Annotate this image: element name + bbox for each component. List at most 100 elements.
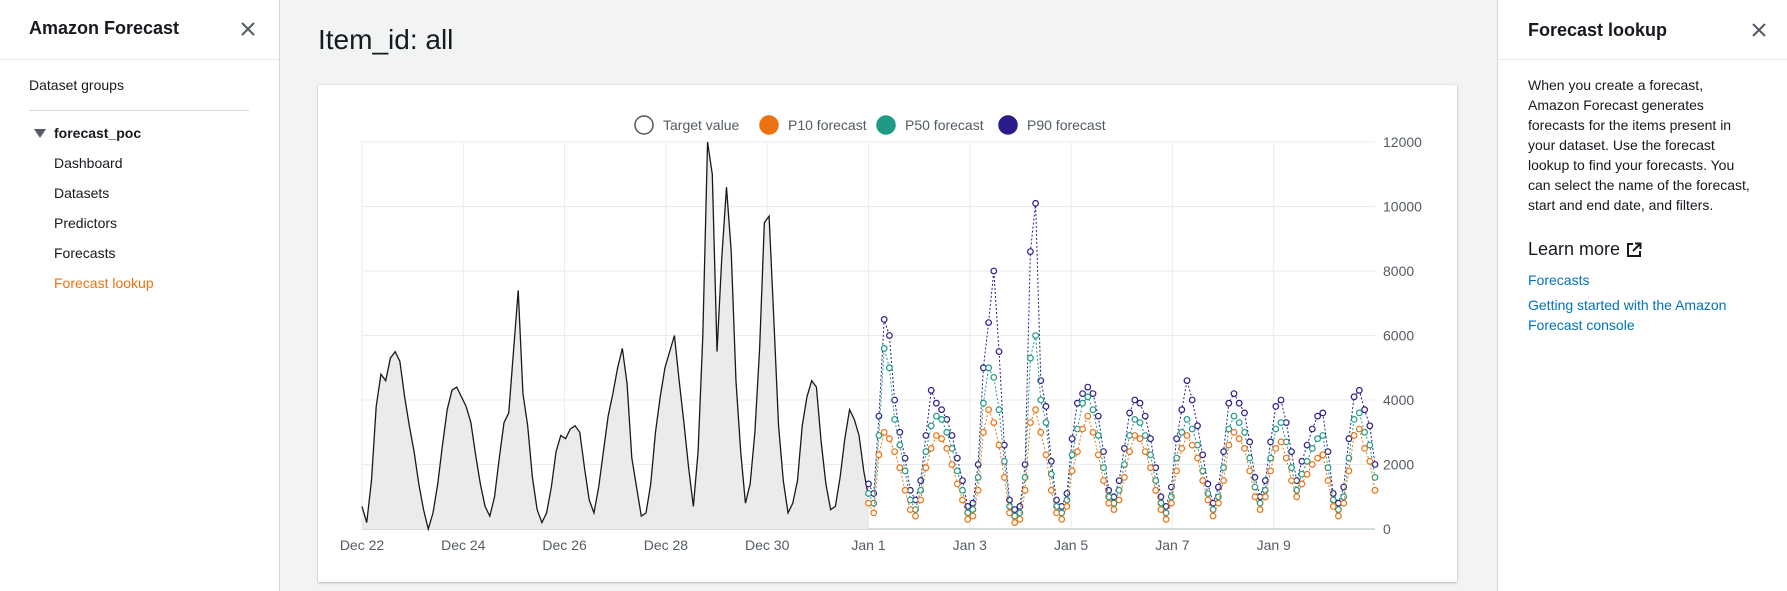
- forecast-point: [959, 486, 966, 494]
- forecast-point: [922, 464, 930, 472]
- forecast-point: [865, 480, 872, 488]
- help-panel-header: Forecast lookup: [1498, 0, 1787, 60]
- forecast-point: [1016, 509, 1024, 517]
- forecast-point: [906, 506, 914, 514]
- forecast-point: [1027, 248, 1034, 256]
- forecast-point: [969, 499, 977, 507]
- forecast-point: [1079, 390, 1086, 398]
- forecast-point: [865, 490, 872, 497]
- forecast-point: [1303, 457, 1311, 465]
- forecast-point: [1173, 467, 1180, 475]
- forecast-point: [1345, 467, 1353, 475]
- forecast-point: [1173, 454, 1180, 462]
- forecast-point: [1126, 409, 1133, 417]
- forecast-point: [891, 448, 898, 456]
- forecast-point: [1314, 454, 1321, 462]
- forecast-point: [1361, 406, 1368, 414]
- forecast-point: [1100, 477, 1107, 485]
- forecast-point: [980, 399, 987, 407]
- nav-item-forecast-lookup[interactable]: Forecast lookup: [54, 275, 154, 291]
- forecast-point: [1215, 493, 1222, 501]
- forecast-point: [901, 486, 909, 494]
- forecast-point: [1183, 377, 1191, 385]
- nav-item-datasets[interactable]: Datasets: [54, 185, 110, 201]
- help-text-line: start and end date, and filters.: [1528, 197, 1714, 213]
- forecast-point: [1032, 406, 1039, 414]
- link-text: Forecast console: [1528, 317, 1635, 333]
- forecast-point: [875, 451, 883, 459]
- forecast-point: [1016, 515, 1024, 523]
- forecast-point: [1006, 509, 1013, 517]
- forecast-point: [1371, 486, 1379, 494]
- forecast-point: [959, 477, 966, 485]
- forecast-point: [1089, 406, 1097, 414]
- forecast-point: [1037, 428, 1045, 436]
- x-tick-label: Jan 9: [1257, 537, 1291, 553]
- forecast-point: [1277, 419, 1285, 427]
- forecast-point: [1152, 486, 1160, 494]
- forecast-point: [886, 435, 893, 443]
- forecast-point: [1209, 512, 1217, 520]
- y-tick-label: 6000: [1383, 328, 1414, 344]
- close-left-nav-button[interactable]: [237, 18, 259, 40]
- link-getting-started[interactable]: Getting started with the Amazon Forecast…: [1528, 295, 1768, 335]
- forecast-point: [901, 467, 909, 475]
- forecast-point: [1277, 438, 1285, 446]
- forecast-point: [917, 496, 925, 504]
- help-panel-description: When you create a forecast, Amazon Forec…: [1528, 75, 1768, 215]
- forecast-point: [1350, 393, 1358, 401]
- forecast-point: [1199, 467, 1207, 475]
- forecast-point: [927, 445, 935, 452]
- forecast-point: [1126, 448, 1133, 456]
- forecast-point: [880, 428, 888, 436]
- forecast-point: [1047, 486, 1055, 494]
- help-text-line: Amazon Forecast generates: [1528, 97, 1704, 113]
- forecast-point: [1115, 496, 1123, 504]
- forecast-point: [1121, 474, 1128, 481]
- y-tick-label: 2000: [1383, 457, 1414, 473]
- close-help-panel-button[interactable]: [1748, 19, 1770, 41]
- forecast-point: [1293, 493, 1301, 501]
- link-forecasts[interactable]: Forecasts: [1528, 270, 1768, 290]
- forecast-point: [1340, 499, 1348, 507]
- forecast-point: [1366, 422, 1374, 430]
- forecast-point: [1183, 416, 1191, 423]
- left-navigation: Amazon Forecast Dataset groups forecast_…: [0, 0, 280, 591]
- forecast-point: [1272, 445, 1280, 452]
- forecast-point: [943, 445, 951, 452]
- forecast-point: [875, 412, 883, 420]
- forecast-point: [1335, 512, 1342, 520]
- nav-group-forecast-poc[interactable]: forecast_poc: [34, 125, 141, 141]
- forecast-point: [880, 345, 888, 352]
- forecast-point: [1074, 448, 1081, 456]
- nav-item-dashboard[interactable]: Dashboard: [54, 155, 123, 171]
- forecast-point: [917, 477, 925, 485]
- forecast-point: [1361, 445, 1368, 452]
- forecast-point: [1068, 451, 1076, 459]
- forecast-point: [1230, 428, 1238, 436]
- forecast-point: [1225, 441, 1233, 449]
- nav-dataset-groups[interactable]: Dataset groups: [29, 77, 124, 93]
- forecast-point: [1350, 416, 1358, 423]
- chart-container: 0 2000 4000 6000 8000 10000 12000 Dec 22 Dec 24 D…: [318, 85, 1457, 582]
- legend-label: P90 forecast: [1027, 117, 1106, 133]
- main-content: Item_id: all 0 2000 4000 6000 8000 10000 12000…: [281, 0, 1497, 591]
- forecast-point: [953, 467, 961, 475]
- nav-item-forecasts[interactable]: Forecasts: [54, 245, 116, 261]
- nav-item-predictors[interactable]: Predictors: [54, 215, 118, 231]
- x-tick-label: Dec 30: [745, 537, 790, 553]
- forecast-point: [1361, 428, 1368, 436]
- forecast-point: [1068, 467, 1076, 475]
- forecast-point: [1021, 486, 1029, 494]
- forecast-point: [985, 364, 992, 372]
- forecast-point: [1261, 493, 1269, 501]
- forecast-point: [1136, 399, 1144, 407]
- forecast-point: [1241, 409, 1248, 417]
- forecast-point: [1157, 506, 1165, 514]
- forecast-point: [1141, 412, 1149, 420]
- forecast-point: [1314, 412, 1321, 420]
- forecast-point: [1235, 419, 1243, 427]
- forecast-point: [1068, 435, 1076, 443]
- link-text: Forecasts: [1528, 272, 1590, 288]
- forecast-point: [1000, 474, 1008, 481]
